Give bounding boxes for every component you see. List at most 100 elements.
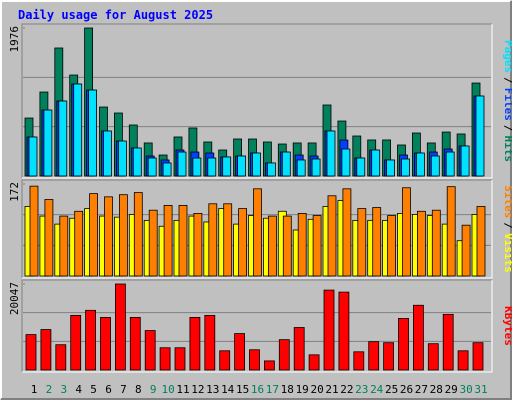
bar	[74, 210, 84, 277]
legend-entry: Visits	[502, 233, 512, 273]
legend-separator: /	[502, 125, 512, 132]
legend-separator: /	[502, 77, 512, 84]
x-tick-label: 31	[474, 383, 487, 396]
bar	[281, 151, 291, 177]
bar	[338, 291, 350, 371]
bar	[159, 347, 171, 371]
bar	[386, 159, 396, 177]
bar	[73, 83, 83, 177]
bar	[148, 209, 158, 277]
bar	[119, 194, 128, 277]
bar	[28, 136, 38, 177]
bar	[312, 215, 322, 277]
x-tick-label: 3	[60, 383, 67, 396]
bar	[427, 343, 439, 371]
x-tick-label: 10	[161, 383, 174, 396]
bar	[446, 186, 456, 277]
x-tick-label: 13	[206, 383, 219, 396]
bar	[192, 157, 202, 177]
bar	[296, 159, 306, 177]
legend-entry: Hits	[502, 136, 512, 163]
bar	[416, 210, 426, 277]
bar	[266, 162, 276, 177]
legend-entry: Sites	[502, 185, 512, 218]
bar	[457, 350, 469, 371]
bar	[59, 215, 69, 277]
panel-bevel	[22, 180, 493, 279]
bar	[222, 156, 232, 177]
x-tick-label: 30	[459, 383, 472, 396]
bar	[133, 192, 143, 277]
bar	[475, 95, 485, 177]
legend-entry: Files	[502, 88, 512, 121]
x-tick-label: 28	[430, 383, 443, 396]
bar	[219, 350, 231, 371]
bar	[85, 309, 96, 371]
y-tick-label: 20047	[8, 282, 21, 315]
x-tick-label: 17	[266, 383, 279, 396]
bar	[252, 152, 261, 177]
bar	[177, 151, 187, 177]
bar	[412, 304, 424, 371]
bar	[223, 203, 233, 277]
bar	[293, 327, 305, 371]
bar	[297, 213, 307, 277]
bar	[118, 140, 127, 177]
bar	[40, 329, 52, 371]
bar	[144, 330, 156, 371]
panel-bevel	[22, 280, 493, 373]
bar	[353, 351, 365, 371]
chart-title: Daily usage for August 2025	[18, 8, 213, 22]
bar	[472, 342, 484, 371]
bar	[70, 314, 82, 371]
bar	[326, 130, 336, 177]
bar	[398, 318, 409, 371]
x-tick-label: 26	[400, 383, 413, 396]
bar	[103, 130, 112, 177]
panel-bevel	[21, 279, 492, 372]
bar	[430, 155, 440, 177]
x-tick-label: 14	[221, 383, 235, 396]
bar	[341, 148, 351, 177]
bar	[249, 349, 260, 371]
x-tick-label: 27	[415, 383, 428, 396]
bar	[208, 203, 218, 277]
bar	[357, 208, 367, 277]
x-tick-label: 20	[310, 383, 323, 396]
bar	[442, 313, 454, 371]
bar	[88, 89, 97, 177]
x-tick-label: 12	[191, 383, 204, 396]
bar	[104, 196, 113, 277]
x-tick-label: 16	[251, 383, 264, 396]
y-tick-label: 1976	[8, 26, 21, 53]
x-tick-label: 6	[105, 383, 112, 396]
x-tick-label: 5	[90, 383, 97, 396]
bar	[323, 289, 335, 371]
bar	[234, 333, 246, 371]
x-tick-label: 1	[31, 383, 38, 396]
bar	[372, 207, 382, 277]
bar	[368, 341, 380, 371]
legend-separator: /	[502, 222, 512, 229]
x-tick-label: 7	[120, 383, 127, 396]
x-tick-label: 15	[236, 383, 249, 396]
bar	[476, 206, 486, 277]
bar	[115, 283, 126, 371]
legend-entry: KBytes	[502, 306, 512, 346]
panel-bevel	[21, 179, 492, 278]
bar	[132, 147, 142, 177]
bar	[162, 162, 172, 177]
bar	[371, 149, 381, 177]
bar	[461, 224, 471, 277]
panel-bevel	[21, 23, 492, 178]
bar	[342, 188, 352, 277]
bar	[383, 342, 395, 371]
bar	[282, 215, 292, 277]
bar	[129, 316, 141, 371]
bar	[327, 195, 337, 277]
bar	[29, 185, 39, 277]
bar	[267, 215, 277, 277]
